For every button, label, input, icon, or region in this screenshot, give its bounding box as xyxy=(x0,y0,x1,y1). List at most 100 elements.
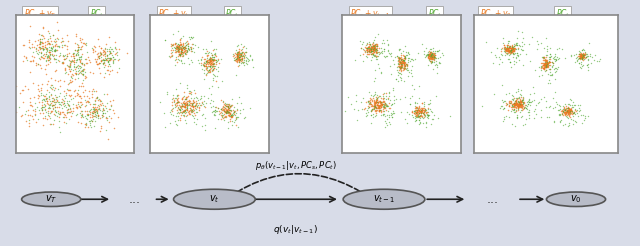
Point xyxy=(511,36,522,40)
Point xyxy=(182,103,192,107)
Point xyxy=(175,104,185,108)
Point xyxy=(80,88,90,92)
Point xyxy=(234,47,244,51)
Point xyxy=(40,104,50,108)
Point xyxy=(423,55,433,59)
Point xyxy=(162,92,172,96)
Point xyxy=(438,53,448,57)
Point xyxy=(97,103,107,107)
Point xyxy=(106,53,116,57)
Point xyxy=(413,112,423,116)
Point xyxy=(91,107,101,111)
Point xyxy=(509,101,520,105)
Point xyxy=(577,48,587,52)
Point xyxy=(238,61,248,65)
Point xyxy=(208,57,218,61)
Point xyxy=(511,102,521,106)
Point xyxy=(35,57,45,61)
Point xyxy=(504,46,515,50)
Point xyxy=(174,52,184,56)
Point xyxy=(399,66,410,70)
Point xyxy=(40,45,51,49)
Point xyxy=(366,46,376,50)
Point xyxy=(199,63,209,67)
Point xyxy=(428,117,438,121)
Point xyxy=(44,94,54,98)
Point xyxy=(577,56,587,60)
Point xyxy=(511,108,522,112)
Point xyxy=(224,108,234,112)
Point xyxy=(381,39,392,43)
Point xyxy=(378,109,388,113)
Point xyxy=(36,40,47,44)
Point xyxy=(425,53,435,57)
Point xyxy=(50,43,60,47)
Point xyxy=(566,111,576,115)
Point xyxy=(372,100,383,104)
Point xyxy=(173,119,183,123)
Point xyxy=(36,86,46,90)
Point xyxy=(426,60,436,63)
Point xyxy=(513,102,523,106)
Point xyxy=(46,86,56,90)
Point xyxy=(42,54,52,58)
Point xyxy=(370,101,380,105)
Point xyxy=(210,113,220,117)
Point xyxy=(545,70,555,74)
Point xyxy=(559,110,569,114)
Point xyxy=(373,104,383,108)
Point xyxy=(511,41,522,45)
Point xyxy=(365,113,376,117)
Point xyxy=(540,69,550,73)
Point xyxy=(570,119,580,123)
Point xyxy=(67,60,77,63)
Point xyxy=(58,110,68,114)
Point xyxy=(366,48,376,52)
Point xyxy=(189,116,200,120)
Point xyxy=(188,99,198,103)
Point xyxy=(430,63,440,67)
Point xyxy=(220,107,230,110)
Point xyxy=(175,108,186,112)
Point xyxy=(77,37,88,41)
Point xyxy=(58,39,68,43)
Point xyxy=(51,57,61,61)
Point xyxy=(210,110,220,114)
Point xyxy=(362,42,372,46)
Point xyxy=(178,45,188,49)
Point xyxy=(369,106,380,110)
Point xyxy=(206,61,216,65)
Point xyxy=(515,99,525,103)
Point xyxy=(412,111,422,115)
Point xyxy=(210,126,220,130)
Point xyxy=(396,64,406,68)
Point xyxy=(11,110,21,114)
Point xyxy=(42,62,52,66)
Point xyxy=(372,98,382,102)
Point xyxy=(173,100,183,104)
Point xyxy=(572,55,582,59)
Point xyxy=(540,62,550,66)
Point xyxy=(72,120,83,124)
Point xyxy=(92,95,102,99)
Point xyxy=(225,104,235,108)
Point xyxy=(425,52,435,56)
Point xyxy=(500,47,511,51)
Point xyxy=(499,100,509,104)
Point xyxy=(66,55,76,59)
Point xyxy=(504,50,515,54)
Point xyxy=(227,112,237,116)
Point xyxy=(220,109,230,113)
Point xyxy=(187,108,197,112)
Point xyxy=(394,62,404,66)
Point xyxy=(60,66,70,70)
Point xyxy=(541,61,551,64)
Point xyxy=(191,110,202,114)
Point xyxy=(540,63,550,67)
Point xyxy=(511,51,522,55)
Point xyxy=(174,53,184,57)
Point xyxy=(413,108,423,112)
Point xyxy=(106,56,116,60)
Point xyxy=(197,113,207,117)
Point xyxy=(208,63,218,67)
